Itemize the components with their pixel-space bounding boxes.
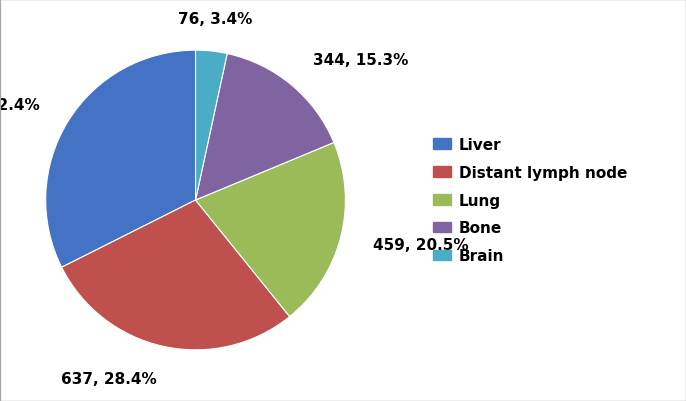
- Wedge shape: [62, 200, 289, 350]
- Wedge shape: [196, 55, 334, 200]
- Wedge shape: [46, 51, 196, 267]
- Text: 76, 3.4%: 76, 3.4%: [178, 12, 252, 27]
- Wedge shape: [196, 51, 227, 200]
- Text: 344, 15.3%: 344, 15.3%: [313, 53, 408, 68]
- Text: 727, 32.4%: 727, 32.4%: [0, 97, 40, 112]
- Text: 637, 28.4%: 637, 28.4%: [61, 371, 157, 386]
- Text: 459, 20.5%: 459, 20.5%: [372, 238, 469, 253]
- Wedge shape: [196, 143, 345, 317]
- Legend: Liver, Distant lymph node, Lung, Bone, Brain: Liver, Distant lymph node, Lung, Bone, B…: [433, 137, 627, 264]
